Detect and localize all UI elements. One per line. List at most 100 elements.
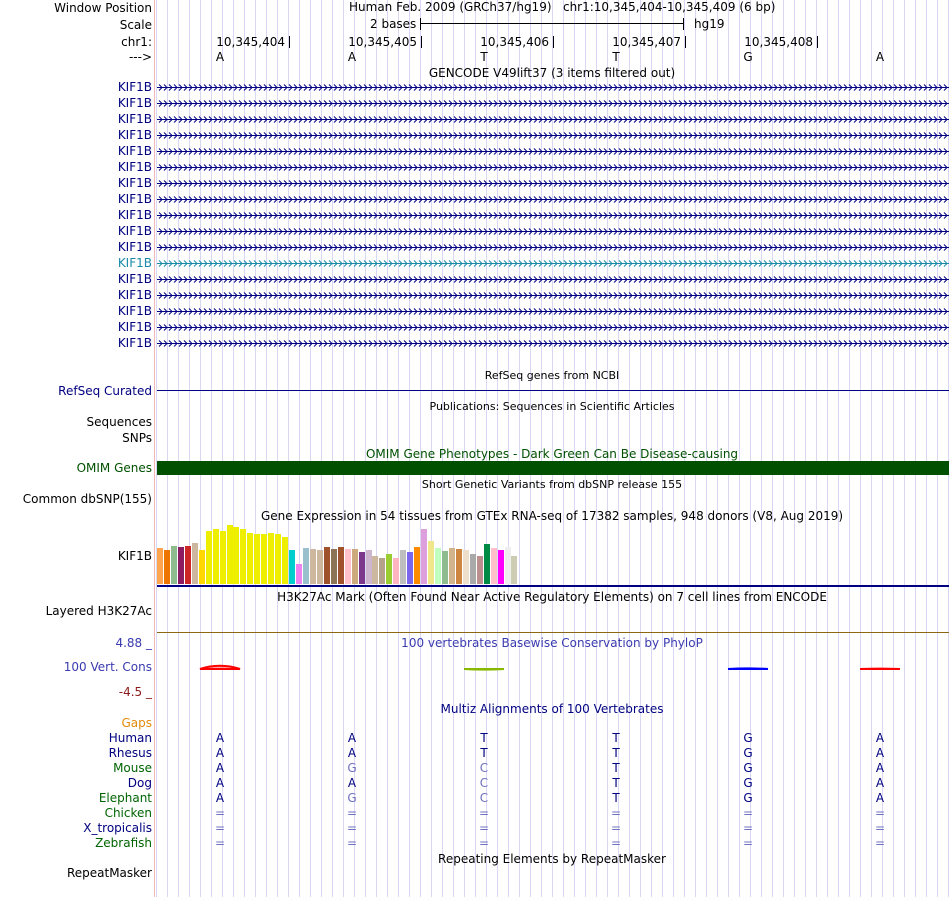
- gencode-transcript[interactable]: [157, 132, 949, 139]
- repeatmasker-label[interactable]: RepeatMasker: [66, 866, 152, 880]
- gencode-transcript[interactable]: [157, 244, 949, 251]
- gtex-tissue-bar[interactable]: [157, 548, 163, 584]
- gtex-tissue-bar[interactable]: [428, 541, 435, 584]
- gtex-tissue-bar[interactable]: [198, 550, 205, 584]
- gencode-gene-label[interactable]: KIF1B: [117, 128, 152, 142]
- species-label[interactable]: Zebrafish: [95, 836, 152, 850]
- gtex-tissue-bar[interactable]: [191, 543, 198, 584]
- gencode-gene-label[interactable]: KIF1B: [117, 272, 152, 286]
- gencode-transcript[interactable]: [157, 164, 949, 171]
- gtex-tissue-bar[interactable]: [302, 548, 309, 584]
- gencode-track-title[interactable]: GENCODE V49lift37 (3 items filtered out): [428, 66, 676, 80]
- gtex-tissue-bar[interactable]: [448, 548, 455, 584]
- refseq-label[interactable]: RefSeq Curated: [58, 384, 152, 398]
- conservation-label[interactable]: 100 Vert. Cons: [63, 660, 152, 674]
- repeatmasker-track-title[interactable]: Repeating Elements by RepeatMasker: [438, 852, 666, 866]
- gtex-tissue-bar[interactable]: [379, 558, 386, 584]
- publications-track-title[interactable]: Publications: Sequences in Scientific Ar…: [429, 400, 675, 413]
- gtex-tissue-bar[interactable]: [462, 550, 469, 584]
- gtex-tissue-bar[interactable]: [421, 529, 428, 584]
- gtex-tissue-bar[interactable]: [358, 552, 365, 584]
- gencode-transcript[interactable]: [157, 116, 949, 123]
- gtex-tissue-bar[interactable]: [226, 525, 233, 584]
- gtex-tissue-bar[interactable]: [455, 549, 462, 584]
- gtex-tissue-bar[interactable]: [247, 533, 254, 584]
- gtex-tissue-bar[interactable]: [275, 534, 282, 584]
- gencode-transcript[interactable]: [157, 260, 949, 267]
- gtex-tissue-bar[interactable]: [289, 550, 296, 584]
- gencode-transcript[interactable]: [157, 212, 949, 219]
- gtex-tissue-bar[interactable]: [441, 551, 448, 584]
- gtex-tissue-bar[interactable]: [233, 527, 240, 584]
- gencode-gene-label[interactable]: KIF1B: [117, 288, 152, 302]
- species-label[interactable]: Dog: [127, 776, 152, 790]
- gtex-tissue-bar[interactable]: [407, 552, 414, 584]
- omim-label[interactable]: OMIM Genes: [76, 461, 152, 475]
- gencode-transcript[interactable]: [157, 324, 949, 331]
- gencode-gene-label[interactable]: KIF1B: [117, 80, 152, 94]
- gencode-gene-label[interactable]: KIF1B: [117, 176, 152, 190]
- gtex-tissue-bar[interactable]: [219, 531, 226, 584]
- gencode-transcript[interactable]: [157, 276, 949, 283]
- gencode-gene-label[interactable]: KIF1B: [117, 96, 152, 110]
- species-label[interactable]: Chicken: [104, 806, 152, 820]
- gtex-tissue-bar[interactable]: [323, 547, 330, 584]
- gencode-transcript[interactable]: [157, 228, 949, 235]
- gtex-tissue-bar[interactable]: [205, 531, 212, 584]
- gtex-tissue-bar[interactable]: [504, 547, 511, 584]
- conservation-track-title[interactable]: 100 vertebrates Basewise Conservation by…: [401, 636, 703, 650]
- gencode-transcript[interactable]: [157, 292, 949, 299]
- gtex-tissue-bar[interactable]: [393, 558, 400, 584]
- gencode-gene-label[interactable]: KIF1B: [117, 320, 152, 334]
- gencode-transcript[interactable]: [157, 340, 949, 347]
- gtex-tissue-bar[interactable]: [163, 550, 170, 584]
- gencode-gene-label[interactable]: KIF1B: [117, 304, 152, 318]
- gtex-tissue-bar[interactable]: [282, 537, 289, 584]
- gencode-transcript[interactable]: [157, 180, 949, 187]
- gtex-tissue-bar[interactable]: [497, 550, 504, 584]
- gencode-gene-label[interactable]: KIF1B: [117, 160, 152, 174]
- omim-feature[interactable]: [157, 461, 949, 475]
- gencode-gene-label[interactable]: KIF1B: [117, 208, 152, 222]
- gtex-tissue-bar[interactable]: [483, 544, 490, 584]
- gtex-tissue-bar[interactable]: [261, 534, 268, 584]
- gencode-transcript[interactable]: [157, 196, 949, 203]
- refseq-track-title[interactable]: RefSeq genes from NCBI: [484, 369, 620, 382]
- gencode-gene-label[interactable]: KIF1B: [117, 192, 152, 206]
- gtex-tissue-bar[interactable]: [490, 548, 497, 584]
- gtex-tissue-bar[interactable]: [296, 564, 302, 584]
- gtex-tissue-bar[interactable]: [469, 554, 476, 584]
- sequences-label[interactable]: Sequences: [86, 415, 152, 429]
- gencode-gene-label[interactable]: KIF1B: [117, 144, 152, 158]
- gencode-gene-label[interactable]: KIF1B: [117, 112, 152, 126]
- gtex-tissue-bar[interactable]: [351, 549, 358, 584]
- gtex-tissue-bar[interactable]: [184, 546, 191, 584]
- gtex-tissue-bar[interactable]: [372, 556, 379, 584]
- gtex-tissue-bar[interactable]: [476, 556, 483, 584]
- species-label[interactable]: Human: [108, 731, 152, 745]
- gencode-gene-label[interactable]: KIF1B: [117, 256, 152, 270]
- gtex-tissue-bar[interactable]: [337, 547, 344, 584]
- gencode-transcript[interactable]: [157, 308, 949, 315]
- gtex-tissue-bar[interactable]: [177, 547, 184, 584]
- omim-track-title[interactable]: OMIM Gene Phenotypes - Dark Green Can Be…: [365, 447, 739, 461]
- gtex-tissue-bar[interactable]: [511, 556, 518, 584]
- gtex-tissue-bar[interactable]: [170, 546, 177, 584]
- gencode-gene-label[interactable]: KIF1B: [117, 224, 152, 238]
- gencode-gene-label[interactable]: KIF1B: [117, 336, 152, 350]
- gtex-tissue-bar[interactable]: [212, 529, 219, 584]
- gtex-tissue-bar[interactable]: [414, 547, 421, 584]
- gtex-tissue-bar[interactable]: [268, 533, 275, 584]
- gtex-track-title[interactable]: Gene Expression in 54 tissues from GTEx …: [260, 509, 844, 523]
- gtex-tissue-bar[interactable]: [386, 554, 393, 584]
- conservation-score-mark[interactable]: [199, 664, 241, 670]
- gtex-tissue-bar[interactable]: [254, 534, 261, 584]
- multiz-track-title[interactable]: Multiz Alignments of 100 Vertebrates: [440, 702, 664, 716]
- conservation-plot[interactable]: [157, 644, 949, 692]
- gencode-transcript[interactable]: [157, 148, 949, 155]
- gencode-transcript[interactable]: [157, 100, 949, 107]
- gencode-transcript[interactable]: [157, 84, 949, 91]
- snps-label[interactable]: SNPs: [122, 431, 152, 445]
- gtex-tissue-bar[interactable]: [365, 550, 372, 584]
- gtex-tissue-bar[interactable]: [330, 549, 337, 584]
